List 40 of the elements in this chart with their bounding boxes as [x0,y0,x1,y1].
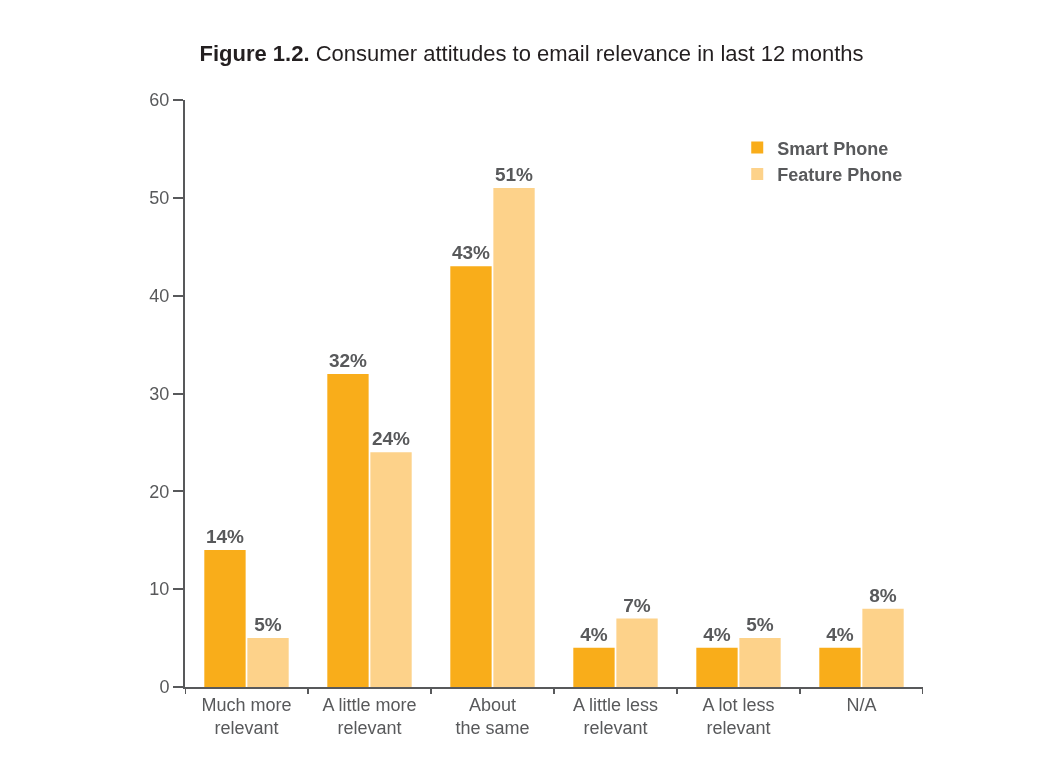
data-label: 7% [623,594,651,616]
x-tick-label: Much more relevant [201,694,292,738]
data-label: 4% [826,623,854,645]
y-tick-label: 30 [149,383,170,404]
bar [819,647,861,687]
data-label: 5% [746,614,774,636]
x-tick-label: A little less relevant [572,694,659,738]
x-tick-label: A lot less relevant [702,694,775,738]
bar [493,188,535,687]
y-tick-label: 0 [159,677,170,698]
data-label: 4% [703,623,731,645]
legend-label: Feature Phone [777,164,903,185]
data-label: 4% [580,623,608,645]
bar [696,647,738,687]
bar [616,618,658,687]
chart-title: Figure 1.2. Consumer attitudes to email relevance in last 12 months [199,41,864,67]
data-label: 5% [254,614,282,636]
y-tick-label: 20 [149,481,170,502]
data-label: 51% [494,164,534,186]
bar [247,638,289,687]
bar [327,373,369,687]
data-label: 43% [451,242,491,264]
data-label: 14% [205,526,245,548]
x-tick-label: N/A [846,694,877,715]
x-tick-label: About the same [455,694,530,738]
bar [573,647,615,687]
data-label: 24% [371,428,411,450]
bar [370,452,412,687]
y-tick-label: 10 [149,579,170,600]
data-label: 8% [869,584,897,606]
bar [450,266,492,687]
data-label: 32% [328,349,368,371]
legend-label: Smart Phone [777,138,889,159]
bar [862,608,904,687]
y-tick-label: 40 [149,285,170,306]
y-tick-label: 60 [149,90,170,111]
bar [739,638,781,687]
y-tick-label: 50 [149,188,170,209]
x-tick-label: A little more relevant [322,694,417,738]
bar [204,550,246,687]
